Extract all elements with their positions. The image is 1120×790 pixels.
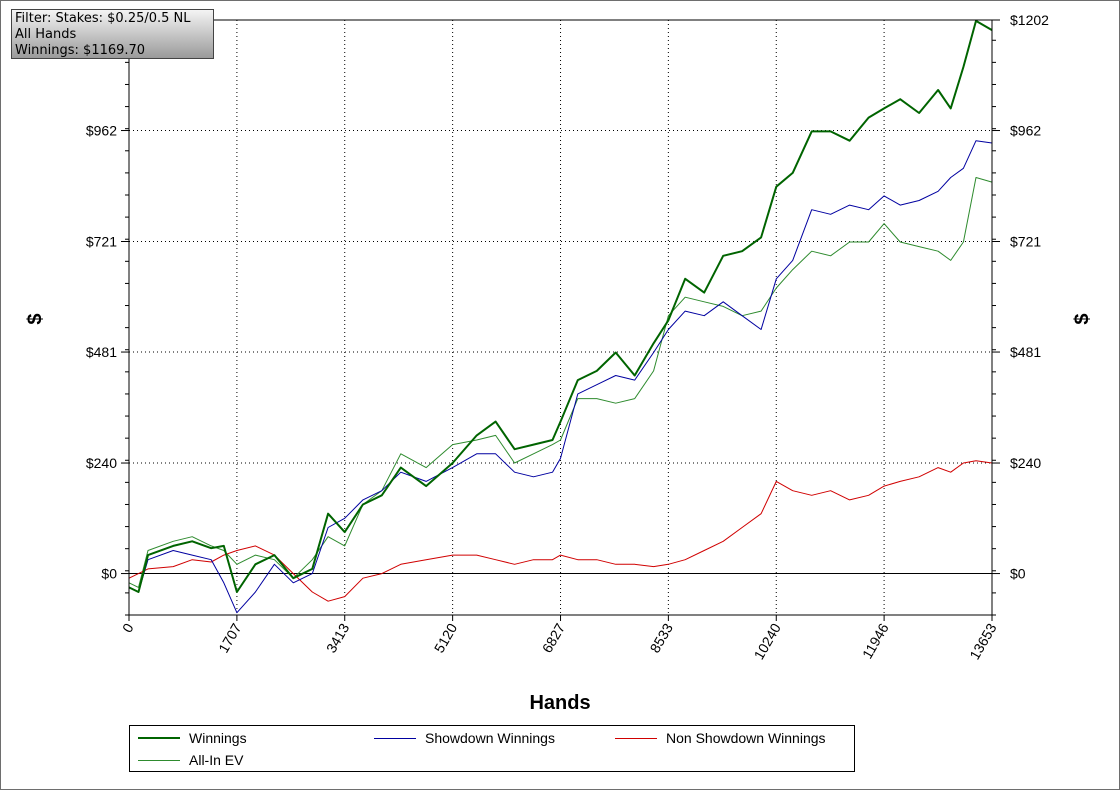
y-tick-label-left: $721	[86, 234, 117, 250]
legend-swatch-winnings	[138, 737, 180, 739]
filter-hands-text: All Hands	[15, 27, 77, 42]
filter-winnings-text: Winnings: $1169.70	[15, 43, 146, 58]
legend-swatch-showdown	[374, 737, 416, 739]
filter-info-box: Filter: Stakes: $0.25/0.5 NL All Hands W…	[11, 9, 214, 59]
legend-item-showdown: Showdown Winnings	[374, 729, 555, 747]
series-showdown-winnings	[128, 140, 993, 614]
gridlines	[129, 20, 992, 615]
legend-label-non-showdown: Non Showdown Winnings	[666, 730, 826, 746]
series-all-in-ev	[128, 177, 993, 588]
x-tick-label: 5120	[431, 620, 461, 655]
legend-item-winnings: Winnings	[138, 729, 247, 747]
x-tick-label: 8533	[647, 620, 677, 655]
y-tick-label-right: $481	[1010, 344, 1041, 360]
legend-label-winnings: Winnings	[189, 730, 247, 746]
legend-swatch-non-showdown	[615, 737, 657, 739]
y-tick-label-right: $721	[1010, 234, 1041, 250]
legend-item-all-in-ev: All-In EV	[138, 751, 243, 769]
y-tick-label-left: $0	[101, 566, 117, 582]
series-lines	[128, 19, 993, 614]
x-tick-label: 0	[119, 620, 137, 635]
series-non-showdown-winnings	[128, 460, 993, 602]
x-tick-label: 10240	[751, 620, 784, 662]
legend-item-non-showdown: Non Showdown Winnings	[615, 729, 826, 747]
y-tick-label-left: $962	[86, 123, 117, 139]
x-tick-label: 1707	[215, 620, 245, 655]
x-tick-label: 13653	[966, 620, 999, 662]
x-tick-label: 11946	[859, 620, 892, 661]
legend-swatch-all-in-ev	[138, 759, 180, 761]
y-axis-title-right: $	[1071, 313, 1093, 324]
x-tick-label: 3413	[323, 620, 353, 655]
y-axis-title-left: $	[24, 313, 46, 324]
filter-stakes-text: Filter: Stakes: $0.25/0.5 NL	[15, 11, 191, 26]
legend-label-all-in-ev: All-In EV	[189, 752, 244, 768]
y-tick-label-right: $1202	[1010, 12, 1049, 28]
y-tick-label-left: $240	[86, 455, 117, 471]
legend-label-showdown: Showdown Winnings	[425, 730, 555, 746]
y-tick-label-right: $0	[1010, 566, 1026, 582]
x-tick-label: 6827	[539, 620, 569, 655]
chart-legend: Winnings Showdown Winnings Non Showdown …	[129, 725, 855, 772]
y-tick-label-right: $240	[1010, 455, 1041, 471]
tick-labels: 0 1707 3413 5120 6827 8533 10240 11946 13653 $0 $0…	[78, 12, 1049, 662]
plot-area	[128, 19, 993, 616]
x-axis-title: Hands	[529, 692, 590, 714]
series-winnings	[128, 19, 993, 593]
y-tick-label-left: $481	[86, 344, 117, 360]
y-tick-label-right: $962	[1010, 123, 1041, 139]
